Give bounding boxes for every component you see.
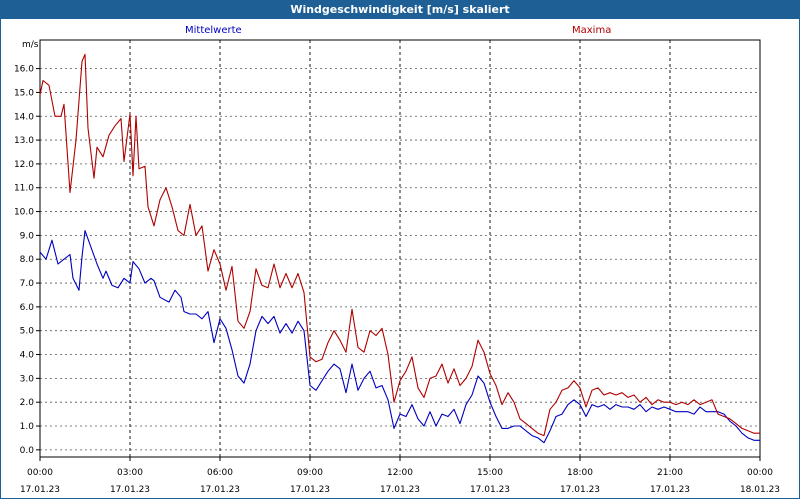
x-tick-date-label: 17.01.23 (110, 485, 150, 495)
x-tick-time-label: 06:00 (207, 468, 233, 478)
x-tick-time-label: 21:00 (657, 468, 683, 478)
series-line-maxima (39, 53, 760, 437)
x-tick-time-label: 15:00 (477, 468, 503, 478)
y-tick-label: 10.0 (14, 208, 34, 218)
y-tick-label: 5.0 (20, 327, 35, 337)
y-tick-label: 12.0 (14, 160, 34, 170)
y-tick-label: 13.0 (14, 136, 34, 146)
x-tick-date-label: 17.01.23 (380, 485, 420, 495)
x-tick-date-label: 17.01.23 (650, 485, 690, 495)
y-tick-label: 8.0 (20, 255, 35, 265)
x-tick-time-label: 09:00 (297, 468, 323, 478)
legend-max-label: Maxima (572, 25, 612, 36)
y-tick-label: 15.0 (14, 88, 34, 98)
y-tick-label: 7.0 (20, 279, 35, 289)
x-tick-time-label: 18:00 (567, 468, 593, 478)
y-tick-label: 2.0 (20, 398, 35, 408)
x-tick-date-label: 17.01.23 (560, 485, 600, 495)
y-axis-unit-label: m/s (22, 40, 39, 50)
y-tick-label: 3.0 (20, 374, 35, 384)
x-tick-time-label: 12:00 (387, 468, 413, 478)
y-tick-label: 9.0 (20, 231, 35, 241)
y-tick-label: 6.0 (20, 303, 35, 313)
y-tick-label: 1.0 (20, 422, 35, 432)
x-tick-date-label: 17.01.23 (290, 485, 330, 495)
y-tick-label: 0.0 (20, 446, 35, 456)
x-tick-date-label: 18.01.23 (740, 485, 780, 495)
y-tick-label: 16.0 (14, 65, 34, 75)
chart-title: Windgeschwindigkeit [m/s] skaliert (0, 0, 800, 19)
y-tick-label: 11.0 (14, 184, 34, 194)
series-line-mittelwerte (39, 230, 760, 444)
x-tick-date-label: 17.01.23 (470, 485, 510, 495)
legend-mean-label: Mittelwerte (185, 25, 242, 36)
x-tick-time-label: 00:00 (27, 468, 53, 478)
x-tick-date-label: 17.01.23 (200, 485, 240, 495)
y-tick-label: 4.0 (20, 351, 35, 361)
x-tick-date-label: 17.01.23 (20, 485, 60, 495)
y-tick-label: 14.0 (14, 112, 34, 122)
x-tick-time-label: 00:00 (747, 468, 773, 478)
x-tick-time-label: 03:00 (117, 468, 143, 478)
plot-area-border (39, 39, 761, 458)
